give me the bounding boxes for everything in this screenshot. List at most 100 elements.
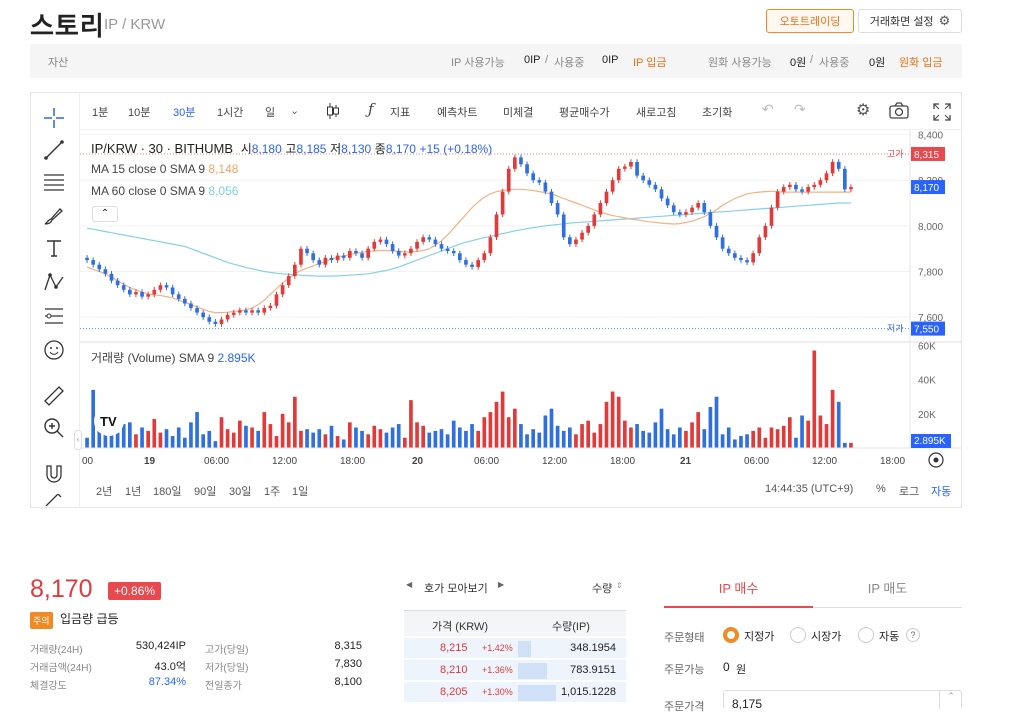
- interval-day[interactable]: 일: [265, 107, 276, 119]
- volume-bar: [451, 420, 456, 448]
- volume-bar: [561, 430, 566, 448]
- help-icon[interactable]: ?: [906, 628, 920, 642]
- avg-buy-price-button[interactable]: 평균매수가: [559, 107, 610, 119]
- chart-settings-icon[interactable]: ⚙: [856, 102, 871, 119]
- radio-auto-label[interactable]: 자동: [879, 631, 900, 643]
- x-tick-label: 00: [82, 456, 94, 467]
- magnet-icon[interactable]: [42, 462, 66, 486]
- radio-auto[interactable]: [858, 627, 874, 643]
- candle: [128, 289, 132, 295]
- candle: [121, 285, 126, 290]
- auto-trading-button[interactable]: 오토트레이딩: [766, 9, 854, 33]
- volume-bar: [433, 430, 438, 448]
- krw-deposit-link[interactable]: 원화 입금: [899, 57, 943, 69]
- interval-dropdown-icon[interactable]: ⌄: [290, 105, 300, 117]
- ask-price[interactable]: 8,215: [440, 642, 468, 654]
- log-toggle[interactable]: 로그: [899, 486, 920, 498]
- candle: [763, 225, 768, 238]
- radio-limit-label[interactable]: 지정가: [744, 631, 775, 643]
- forecast-tool-icon[interactable]: [42, 304, 66, 328]
- ruler-icon[interactable]: [42, 384, 66, 408]
- undo-icon[interactable]: ↶: [762, 101, 774, 117]
- candle: [403, 253, 407, 256]
- range-180d[interactable]: 180일: [153, 486, 182, 498]
- forecast-chart-button[interactable]: 예측차트: [437, 107, 478, 119]
- pattern-icon[interactable]: [42, 270, 66, 294]
- candle: [201, 312, 205, 318]
- volume-bar: [555, 425, 560, 448]
- pencil-icon[interactable]: [42, 494, 66, 506]
- collapse-toolbar-icon[interactable]: ‹: [74, 430, 82, 450]
- candle: [268, 305, 273, 309]
- interval-10m[interactable]: 10분: [128, 107, 151, 119]
- range-1w[interactable]: 1주: [264, 486, 281, 498]
- stat-label: 거래량(24H): [30, 645, 83, 656]
- horizontal-lines-icon[interactable]: [42, 170, 66, 194]
- indicator-icon[interactable]: ƒ: [368, 100, 374, 118]
- volume-bar: [109, 427, 114, 448]
- auto-toggle[interactable]: 자동: [931, 486, 952, 498]
- volume-bar: [690, 422, 694, 448]
- range-90d[interactable]: 90일: [194, 486, 217, 498]
- low-value-box: [911, 321, 945, 336]
- orderbook-row[interactable]: 8,215 +1.42% 348.1954: [404, 638, 626, 658]
- tab-sell[interactable]: IP 매도: [813, 576, 962, 608]
- candle-type-icon[interactable]: [325, 102, 341, 120]
- volume-bar: [91, 389, 95, 448]
- screen-settings-button[interactable]: 거래화면 설정 ⚙: [858, 9, 962, 33]
- tab-buy[interactable]: IP 매수: [664, 576, 813, 608]
- clock[interactable]: 14:44:35 (UTC+9): [765, 483, 854, 495]
- refresh-button[interactable]: 새로고침: [636, 107, 677, 119]
- time-settings-icon[interactable]: [928, 452, 944, 468]
- collapse-legend-icon[interactable]: ⌃: [92, 206, 118, 222]
- ask-price[interactable]: 8,205: [440, 686, 468, 698]
- volume-bar: [708, 406, 713, 448]
- brush-icon[interactable]: [42, 204, 66, 228]
- reset-button[interactable]: 초기화: [702, 107, 733, 119]
- ma60-legend: MA 60 close 0 SMA 9 8,056: [91, 184, 238, 198]
- radio-limit[interactable]: [723, 627, 739, 643]
- interval-1m[interactable]: 1분: [92, 107, 109, 119]
- radio-market[interactable]: [790, 627, 806, 643]
- volume-bar: [396, 424, 401, 448]
- crosshair-icon[interactable]: [42, 106, 66, 130]
- sort-icon[interactable]: ⇕: [616, 581, 623, 590]
- camera-icon[interactable]: [888, 102, 910, 120]
- text-tool-icon[interactable]: [42, 236, 66, 260]
- range-1y[interactable]: 1년: [125, 486, 142, 498]
- fullscreen-icon[interactable]: [933, 103, 951, 121]
- orderbook-row[interactable]: 8,205 +1.30% 1,015.1228: [404, 682, 626, 702]
- volume-bar: [610, 391, 615, 448]
- unfilled-orders-button[interactable]: 미체결: [503, 107, 534, 119]
- zoom-in-icon[interactable]: [42, 416, 66, 440]
- ask-price[interactable]: 8,210: [440, 664, 468, 676]
- volume-bar: [543, 415, 548, 448]
- prev-arrow-icon[interactable]: ◀: [406, 580, 413, 589]
- trend-line-icon[interactable]: [42, 138, 66, 162]
- emoji-icon[interactable]: [42, 338, 66, 362]
- range-2y[interactable]: 2년: [96, 486, 113, 498]
- candle: [629, 161, 633, 167]
- percent-toggle[interactable]: %: [876, 483, 886, 495]
- close-legend-value: 8,170: [385, 142, 416, 156]
- next-arrow-icon[interactable]: ▶: [498, 580, 505, 589]
- chart-symbol: IP/KRW · 30 · BITHUMB: [91, 141, 234, 156]
- candle: [659, 189, 664, 199]
- price-up-icon[interactable]: ⌃: [939, 691, 962, 709]
- range-1d[interactable]: 1일: [292, 486, 309, 498]
- interval-1h[interactable]: 1시간: [217, 107, 244, 119]
- order-tabs: IP 매수 IP 매도: [664, 576, 962, 608]
- order-price-input[interactable]: 8,175 ⌃: [723, 690, 962, 711]
- interval-30m[interactable]: 30분: [173, 107, 196, 119]
- radio-market-label[interactable]: 시장가: [811, 631, 842, 643]
- orderbook-title[interactable]: 호가 모아보기: [424, 583, 488, 595]
- order-price-label: 주문가격: [664, 701, 705, 713]
- candle: [451, 250, 456, 254]
- range-30d[interactable]: 30일: [229, 486, 252, 498]
- redo-icon[interactable]: ↷: [794, 101, 806, 117]
- indicator-button[interactable]: 지표: [390, 107, 411, 119]
- orderbook-row[interactable]: 8,210 +1.36% 783.9151: [404, 660, 626, 680]
- qty-select[interactable]: 수량: [592, 583, 613, 595]
- ip-deposit-link[interactable]: IP 입금: [633, 57, 667, 69]
